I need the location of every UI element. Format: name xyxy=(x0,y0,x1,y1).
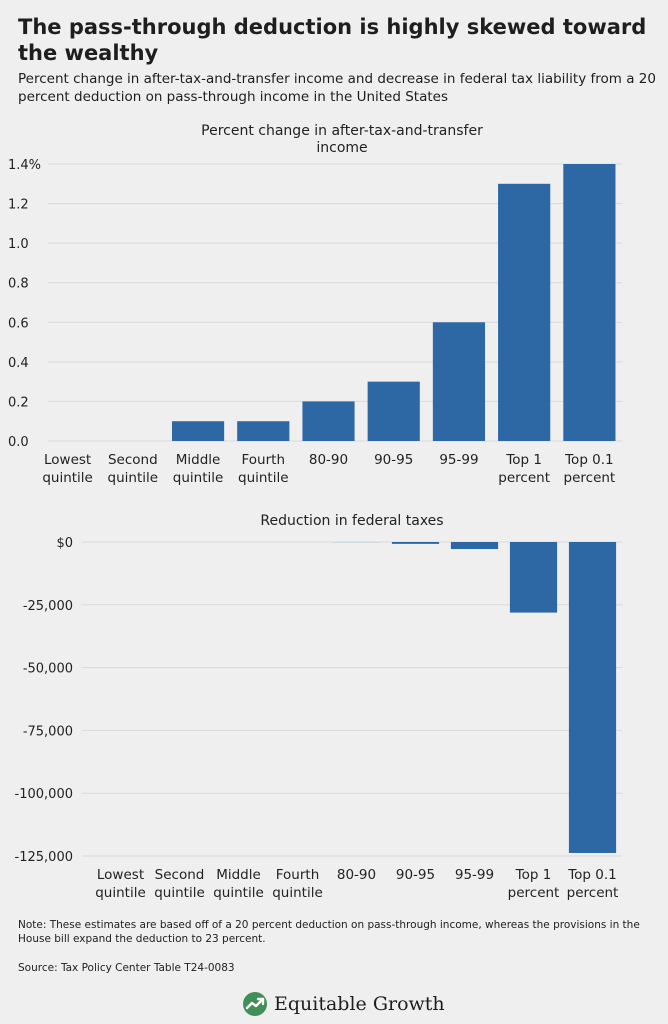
y-tick-label: 1.0 xyxy=(8,237,29,252)
bar-top-1-percent xyxy=(498,183,551,441)
category-label: 80-90 xyxy=(309,452,348,468)
y-tick-label: 0.8 xyxy=(8,277,29,292)
income-change-bar-chart: Percent change in after-tax-and-transfer… xyxy=(8,123,622,486)
category-label: percent xyxy=(564,470,616,486)
category-label: Fourth xyxy=(276,867,320,883)
bar-95-99 xyxy=(432,322,486,441)
category-label: Middle xyxy=(216,867,261,883)
category-label: quintile xyxy=(108,470,159,486)
category-label: Lowest xyxy=(44,452,91,468)
footnote: Note: These estimates are based off of a… xyxy=(18,919,640,945)
y-tick-label: -125,000 xyxy=(15,850,73,865)
y-tick-label: $0 xyxy=(56,536,73,551)
category-label: 90-95 xyxy=(396,867,435,883)
chart-title: The pass-through deduction is highly ske… xyxy=(18,15,647,65)
equitable-growth-logo: Equitable Growth xyxy=(242,990,445,1018)
bar-middle-quintile xyxy=(171,421,225,441)
y-tick-label: -50,000 xyxy=(23,662,73,677)
y-tick-label: 0.6 xyxy=(8,316,29,331)
bar-top-1-percent xyxy=(509,542,558,613)
chart-subtitle: Percent change in after-tax-and-transfer… xyxy=(18,71,656,105)
category-label: Middle xyxy=(176,452,221,468)
bar-95-99 xyxy=(450,542,499,550)
category-label: Second xyxy=(108,452,158,468)
bar-90-95 xyxy=(391,542,440,544)
category-label: Lowest xyxy=(97,867,144,883)
y-tick-label: 1.2 xyxy=(8,198,29,213)
tax-reduction-bar-chart: Reduction in federal taxes $0 -25,000 -50,0… xyxy=(15,513,622,901)
category-label: quintile xyxy=(238,470,289,486)
y-tick-label: 0.0 xyxy=(8,435,29,450)
logo-wordmark: Equitable Growth xyxy=(274,993,445,1015)
category-label: Top 0.1 xyxy=(564,452,614,468)
y-tick-label: 0.4 xyxy=(8,356,29,371)
category-label: Top 1 xyxy=(515,867,552,883)
category-label: 90-95 xyxy=(374,452,413,468)
category-label: Top 1 xyxy=(505,452,542,468)
panel-title-line: income xyxy=(316,140,367,156)
category-label: quintile xyxy=(95,885,146,901)
category-label: quintile xyxy=(173,470,224,486)
bar-80-90 xyxy=(302,401,355,441)
equitable-growth-logo-icon xyxy=(243,992,267,1016)
bar-90-95 xyxy=(367,381,420,441)
category-label: 95-99 xyxy=(439,452,478,468)
bar-fourth-quintile xyxy=(237,421,290,441)
y-tick-label: 0.2 xyxy=(8,395,29,410)
bar-top-0-1-percent xyxy=(563,164,616,441)
bar-top-0-1-percent xyxy=(568,542,617,853)
source-line: Source: Tax Policy Center Table T24-0083 xyxy=(18,962,235,974)
y-tick-label: 1.4% xyxy=(8,158,41,173)
panel-title-line: Percent change in after-tax-and-transfer xyxy=(201,123,483,139)
category-label: quintile xyxy=(272,885,323,901)
y-tick-label: -75,000 xyxy=(23,724,73,739)
category-label: percent xyxy=(567,885,619,901)
panel-title-line: Reduction in federal taxes xyxy=(260,513,443,529)
category-label: 95-99 xyxy=(455,867,494,883)
category-label: percent xyxy=(498,470,550,486)
category-label: Second xyxy=(155,867,205,883)
category-label: quintile xyxy=(154,885,205,901)
category-label: quintile xyxy=(213,885,264,901)
category-label: 80-90 xyxy=(337,867,376,883)
category-label: Top 0.1 xyxy=(567,867,617,883)
y-tick-label: -25,000 xyxy=(23,599,73,614)
y-tick-label: -100,000 xyxy=(15,787,73,802)
category-label: quintile xyxy=(42,470,93,486)
category-label: Fourth xyxy=(242,452,286,468)
category-label: percent xyxy=(508,885,560,901)
